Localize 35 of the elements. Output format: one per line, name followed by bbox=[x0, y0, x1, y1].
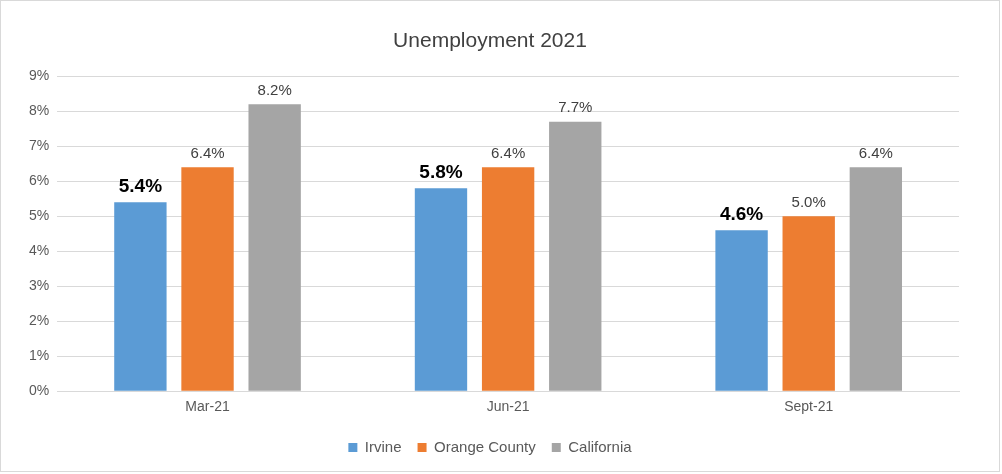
bar bbox=[549, 121, 602, 391]
data-label: 5.0% bbox=[791, 192, 826, 210]
bar bbox=[414, 188, 468, 391]
data-label: 7.7% bbox=[558, 98, 593, 116]
bar bbox=[715, 230, 768, 391]
bar bbox=[181, 167, 234, 391]
data-label: 5.8% bbox=[419, 160, 463, 182]
x-tick-label: Mar-21 bbox=[185, 398, 230, 415]
y-tick-label: 2% bbox=[29, 312, 50, 329]
x-tick-label: Jun-21 bbox=[486, 398, 530, 415]
y-tick-label: 0% bbox=[29, 382, 50, 399]
legend-label: Irvine bbox=[364, 437, 402, 455]
x-tick-label: Sept-21 bbox=[784, 398, 834, 415]
data-label: 4.6% bbox=[719, 202, 764, 224]
bar bbox=[849, 167, 903, 391]
bar bbox=[114, 202, 167, 391]
y-tick-label: 6% bbox=[29, 172, 50, 189]
y-tick-label: 7% bbox=[29, 137, 50, 154]
data-label: 6.4% bbox=[491, 143, 526, 161]
bar bbox=[481, 167, 535, 391]
y-tick-label: 4% bbox=[29, 242, 50, 259]
legend-label: California bbox=[568, 437, 633, 455]
y-tick-label: 1% bbox=[29, 347, 50, 364]
bar bbox=[248, 104, 301, 391]
data-label: 5.4% bbox=[118, 174, 163, 196]
y-tick-label: 8% bbox=[29, 102, 50, 119]
legend-label: Orange County bbox=[434, 437, 537, 455]
chart-title: Unemployment 2021 bbox=[393, 28, 587, 52]
data-label: 6.4% bbox=[858, 143, 893, 161]
y-tick-label: 9% bbox=[29, 67, 50, 84]
data-label: 6.4% bbox=[190, 143, 225, 161]
y-tick-label: 3% bbox=[29, 277, 50, 294]
data-label: 8.2% bbox=[257, 80, 292, 98]
bar bbox=[782, 216, 835, 391]
y-tick-label: 5% bbox=[29, 207, 50, 224]
